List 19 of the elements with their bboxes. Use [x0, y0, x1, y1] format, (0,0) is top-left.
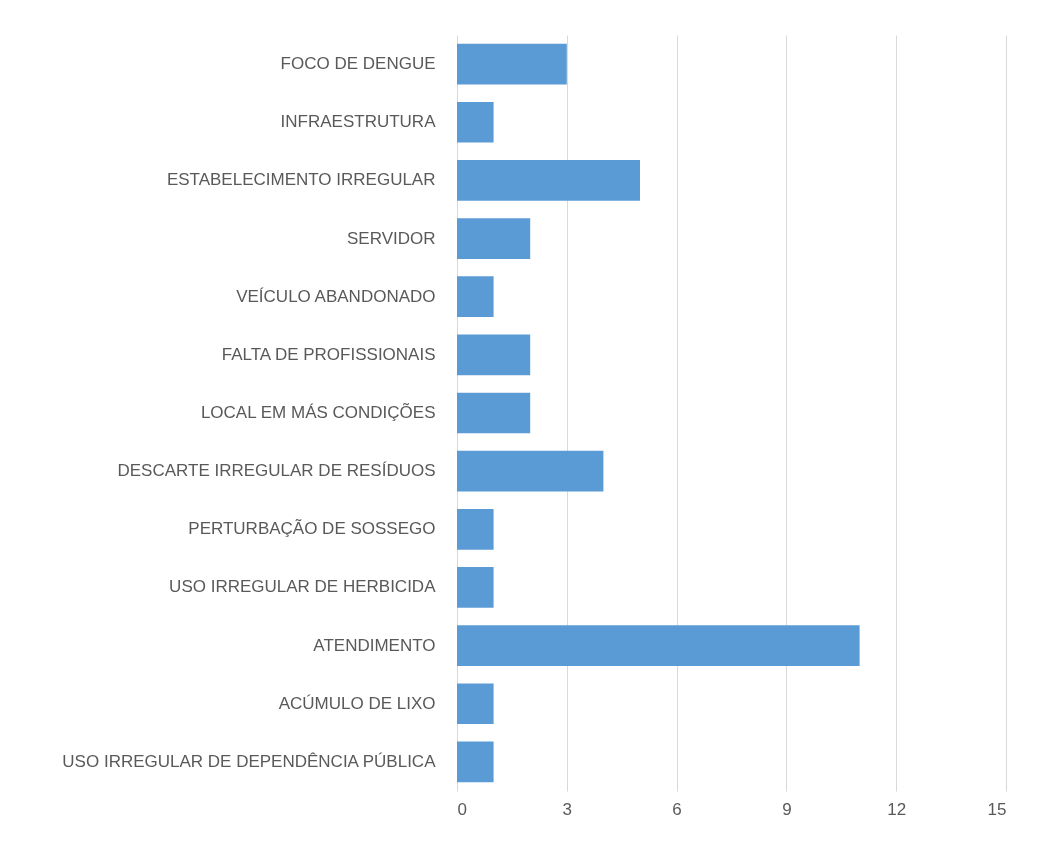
- y-tick-label: FALTA DE PROFISSIONAIS: [221, 344, 436, 364]
- y-tick-label: INFRAESTRUTURA: [280, 112, 437, 132]
- y-tick-label: PERTURBAÇÃO DE SOSSEGO: [188, 519, 436, 539]
- x-tick-label: 15: [987, 799, 1007, 819]
- x-tick-label: 6: [672, 799, 682, 819]
- x-tick-label: 12: [887, 799, 907, 819]
- y-tick-label: LOCAL EM MÁS CONDIÇÕES: [200, 403, 436, 422]
- y-tick-label: USO IRREGULAR DE HERBICIDA: [169, 577, 437, 597]
- y-tick-label: USO IRREGULAR DE DEPENDÊNCIA PÚBLICA: [62, 751, 437, 771]
- y-tick-label: DESCARTE IRREGULAR DE RESÍDUOS: [117, 461, 436, 481]
- y-tick-label: FOCO DE DENGUE: [280, 54, 436, 74]
- y-tick-label: ATENDIMENTO: [313, 635, 436, 655]
- x-tick-label: 9: [782, 799, 792, 819]
- x-tick-label: 3: [562, 799, 573, 819]
- y-tick-label: VEÍCULO ABANDONADO: [236, 286, 436, 306]
- y-tick-label: ESTABELECIMENTO IRREGULAR: [166, 170, 436, 190]
- y-tick-label: ACÚMULO DE LIXO: [278, 693, 436, 713]
- x-tick-label: 0: [457, 799, 467, 819]
- y-tick-label: SERVIDOR: [347, 228, 436, 248]
